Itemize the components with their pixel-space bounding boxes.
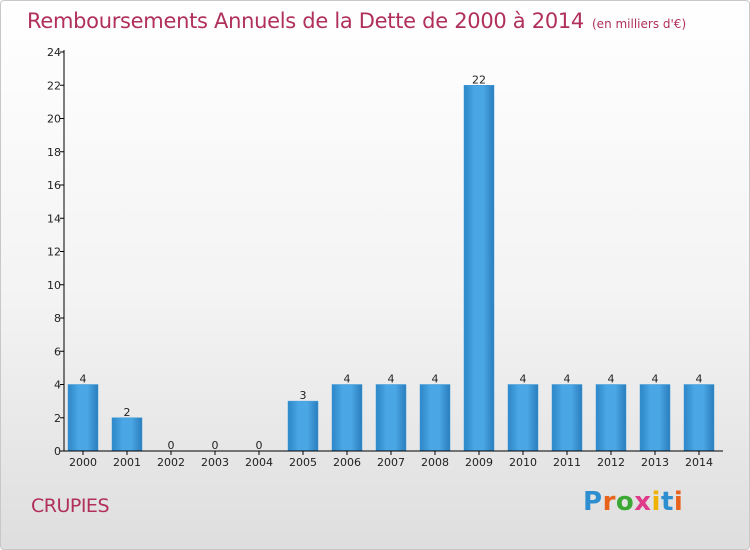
bar — [507, 384, 539, 452]
bar-value-label: 0 — [256, 439, 263, 452]
x-tick-label: 2004 — [245, 456, 273, 469]
bar-value-label: 4 — [388, 373, 395, 386]
bar-value-label: 3 — [300, 389, 307, 402]
logo-letter: P — [583, 487, 603, 517]
x-tick-label: 2011 — [553, 456, 581, 469]
x-tick-label: 2009 — [465, 456, 493, 469]
logo-letter: i — [651, 487, 661, 517]
bar — [375, 384, 407, 452]
y-tick-label: 10 — [47, 279, 61, 292]
chart-title-unit: (en milliers d'€) — [592, 17, 687, 31]
bar-value-label: 22 — [472, 73, 486, 86]
x-tick-label: 2000 — [69, 456, 97, 469]
y-tick-label: 24 — [47, 46, 61, 59]
y-tick-label: 0 — [54, 445, 61, 458]
y-tick-label: 6 — [54, 345, 61, 358]
y-tick-label: 2 — [54, 412, 61, 425]
bar-value-label: 0 — [212, 439, 219, 452]
bar-value-label: 4 — [432, 373, 439, 386]
bar — [683, 384, 715, 452]
proxiti-logo[interactable]: Proxiti — [583, 487, 683, 517]
x-axis: 2000 2001 2002 2003 2004 2005 2006 2007 2008 2009… — [64, 450, 723, 469]
bar — [331, 384, 363, 452]
y-tick-label: 22 — [47, 79, 61, 92]
x-tick-label: 2012 — [597, 456, 625, 469]
bar — [111, 417, 143, 452]
y-tick-label: 20 — [47, 113, 61, 126]
bar-value-label: 4 — [608, 373, 615, 386]
x-tick-label: 2010 — [509, 456, 537, 469]
bar-value-label: 4 — [564, 373, 571, 386]
bar-value-label: 4 — [344, 373, 351, 386]
x-tick-label: 2008 — [421, 456, 449, 469]
bar — [595, 384, 627, 452]
y-tick-label: 8 — [54, 312, 61, 325]
logo-letter: x — [634, 487, 652, 517]
x-tick-label: 2001 — [113, 456, 141, 469]
logo-letter: t — [660, 487, 674, 517]
x-tick-label: 2006 — [333, 456, 361, 469]
bar-value-label: 4 — [80, 373, 87, 386]
y-tick-label: 16 — [47, 179, 61, 192]
logo-letter: r — [602, 487, 616, 517]
x-tick-label: 2003 — [201, 456, 229, 469]
bar-value-label: 4 — [696, 373, 703, 386]
bar — [551, 384, 583, 452]
logo-letter: i — [673, 487, 684, 517]
bar — [67, 384, 99, 452]
y-tick-label: 4 — [54, 379, 61, 392]
bar-value-label: 4 — [520, 373, 527, 386]
chart-title-main: Remboursements Annuels de la Dette de 20… — [27, 9, 584, 33]
bar-value-label: 4 — [652, 373, 659, 386]
chart-title: Remboursements Annuels de la Dette de 20… — [27, 9, 686, 33]
x-tick-label: 2013 — [641, 456, 669, 469]
bar — [639, 384, 671, 452]
bar — [463, 85, 495, 452]
x-tick-label: 2002 — [157, 456, 185, 469]
bars-group: 4 2 0 0 0 3 4 4 4 22 4 4 4 4 4 — [67, 73, 715, 452]
y-tick-label: 18 — [47, 146, 61, 159]
bar-value-label: 2 — [124, 406, 131, 419]
bar — [287, 400, 319, 452]
x-tick-label: 2005 — [289, 456, 317, 469]
x-tick-label: 2014 — [685, 456, 713, 469]
commune-name: CRUPIES — [31, 495, 110, 517]
x-tick-label: 2007 — [377, 456, 405, 469]
bar — [419, 384, 451, 452]
y-tick-label: 14 — [47, 212, 61, 225]
logo-letter: o — [615, 487, 635, 517]
y-tick-label: 12 — [47, 246, 61, 259]
bar-value-label: 0 — [168, 439, 175, 452]
